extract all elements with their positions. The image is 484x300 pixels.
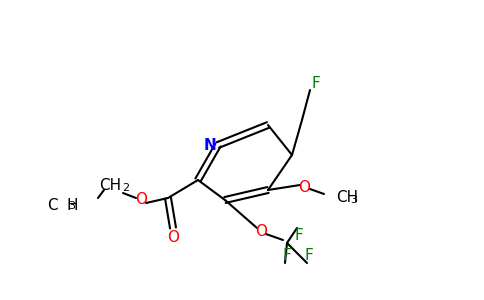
Text: F: F [304, 248, 313, 262]
Text: H: H [66, 199, 78, 214]
Text: C: C [47, 199, 58, 214]
Text: F: F [295, 227, 303, 242]
Text: O: O [135, 193, 147, 208]
Text: O: O [298, 179, 310, 194]
Text: N: N [204, 137, 216, 152]
Text: 3: 3 [350, 195, 357, 205]
Text: O: O [255, 224, 267, 238]
Text: F: F [283, 248, 291, 262]
Text: 3: 3 [68, 201, 75, 211]
Text: CH: CH [99, 178, 121, 193]
Text: CH: CH [336, 190, 358, 205]
Text: F: F [312, 76, 320, 92]
Text: O: O [167, 230, 179, 245]
Text: 2: 2 [122, 183, 129, 193]
